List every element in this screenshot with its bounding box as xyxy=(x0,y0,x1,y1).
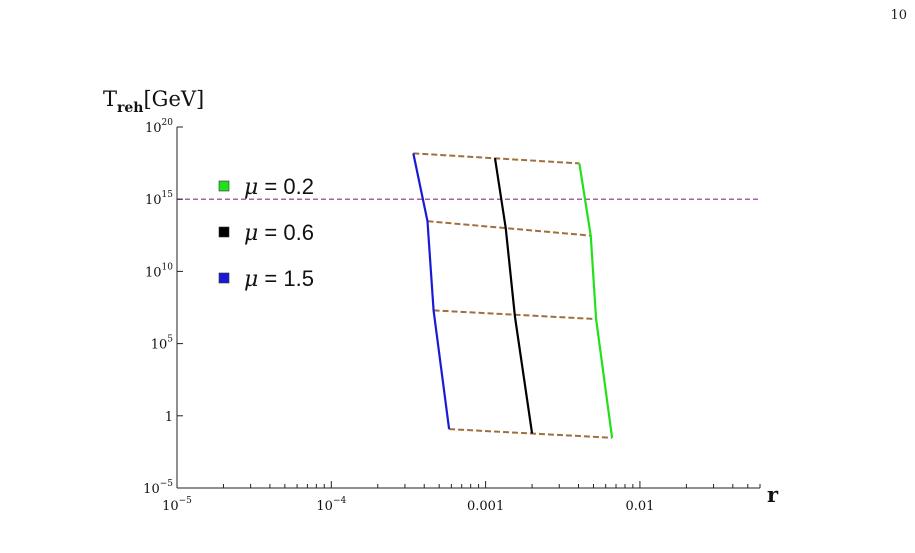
legend-label-mu-0.2: μ = 0.2 xyxy=(244,174,314,200)
y-tick-label: 1010 xyxy=(145,262,173,280)
series-line-mu-0.2 xyxy=(578,163,614,438)
connector-line xyxy=(413,152,580,165)
series-line-mu-0.6 xyxy=(493,157,534,434)
y-tick-label: 10−5 xyxy=(143,479,173,497)
x-tick-label: 10−5 xyxy=(162,496,192,514)
y-axis-title: Treh[GeV] xyxy=(103,87,204,116)
x-tick-label: 0.001 xyxy=(467,499,504,514)
x-axis-title: r xyxy=(767,482,779,507)
connector-line xyxy=(427,220,591,237)
y-tick-label: 1015 xyxy=(145,190,173,208)
legend-label-mu-1.5: μ = 1.5 xyxy=(244,266,314,292)
connector-line xyxy=(449,428,613,439)
y-tick-label: 105 xyxy=(151,335,174,353)
legend-label-mu-0.6: μ = 0.6 xyxy=(244,220,314,246)
y-tick-label: 1 xyxy=(165,410,173,425)
x-tick-label: 10−4 xyxy=(316,496,346,514)
x-tick-label: 0.01 xyxy=(625,499,654,514)
series-line-mu-1.5 xyxy=(412,153,451,430)
legend-swatch-mu-0.2 xyxy=(218,180,230,192)
y-tick-label: 1020 xyxy=(145,118,173,136)
page-number: 10 xyxy=(890,8,907,23)
axes: 10−5 10−4 0.001 0.01 10−5 1 105 1010 1015 1020 r Tr… xyxy=(103,87,779,514)
legend-swatch-mu-0.6 xyxy=(218,226,230,238)
plot-area xyxy=(177,152,760,439)
legend-swatch-mu-1.5 xyxy=(218,272,230,284)
legend: μ = 0.2 μ = 0.6 μ = 1.5 xyxy=(218,174,314,292)
